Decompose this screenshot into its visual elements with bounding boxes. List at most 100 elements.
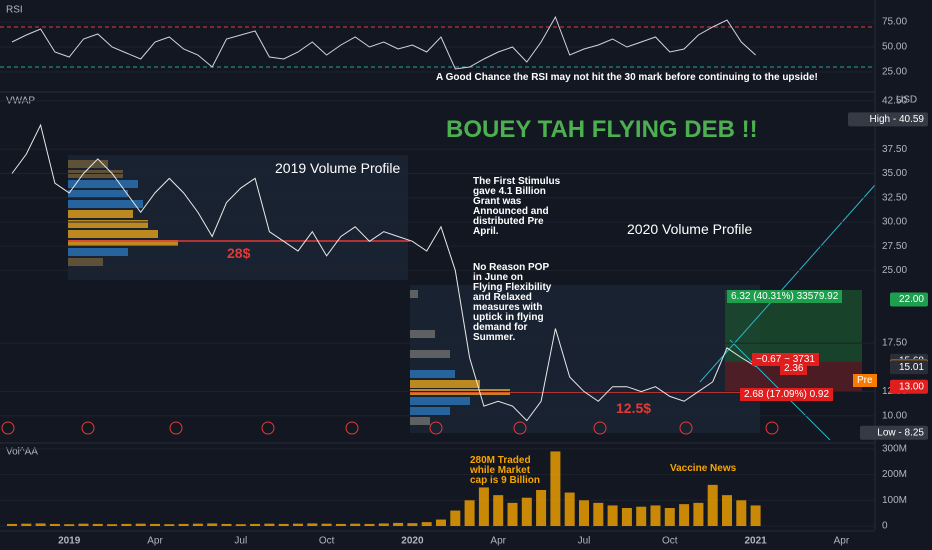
volume-bar xyxy=(307,523,318,526)
volume-bar xyxy=(221,523,232,526)
y-tick-label: 35.00 xyxy=(882,168,907,179)
volume-bar xyxy=(393,522,404,526)
x-tick-label: Jul xyxy=(578,536,591,547)
x-tick-label: 2021 xyxy=(744,536,767,547)
volume-bar xyxy=(150,523,160,526)
volume-bar xyxy=(78,523,89,526)
volume-bar xyxy=(693,502,704,526)
volume-bar xyxy=(335,523,346,526)
volume-bar xyxy=(550,451,561,526)
volume-bar xyxy=(364,523,375,526)
profile-2020-area xyxy=(410,285,760,433)
price-marker xyxy=(848,112,928,127)
volume-bar xyxy=(478,487,489,526)
volume-bar xyxy=(250,523,261,526)
volume-bar xyxy=(21,523,32,526)
stop-box: 2.68 (17.09%) 0.92 xyxy=(740,388,834,401)
volume-bar xyxy=(736,500,747,526)
x-tick-label: Jul xyxy=(234,536,247,547)
price-marker-label: High - 40.59 xyxy=(870,114,925,125)
y-tick-label: 30.00 xyxy=(882,217,907,228)
earnings-markers xyxy=(1,421,779,435)
volume-bar xyxy=(49,523,60,526)
y-tick-label: 0 xyxy=(882,521,888,532)
pop-note: No Reason POP in June on Flying Flexibil… xyxy=(473,262,552,343)
y-tick-label: 25.00 xyxy=(882,67,907,78)
ratio-box: 2.36 xyxy=(780,362,808,375)
volume-bar xyxy=(407,523,418,526)
volume-bar xyxy=(192,523,203,526)
price-marker xyxy=(860,425,928,440)
headline: BOUEY TAH FLYING DEB !! xyxy=(446,116,758,143)
y-tick-label: 17.50 xyxy=(882,338,907,349)
y-tick-label: 37.50 xyxy=(882,144,907,155)
stimulus-note: The First Stimulus gave 4.1 Billion Gran… xyxy=(473,176,561,237)
target-box: 6.32 (40.31%) 33579.92 xyxy=(727,290,843,303)
panel-title: Vol^AA xyxy=(6,447,38,458)
x-tick-label: Apr xyxy=(834,536,850,547)
vaccine-note: Vaccine News xyxy=(670,463,737,474)
volume-bar xyxy=(64,524,75,526)
volume-bar xyxy=(593,502,604,526)
volume-bar xyxy=(121,523,132,526)
volume-bar xyxy=(350,523,361,526)
volume-bar xyxy=(607,505,618,526)
price-line xyxy=(11,15,756,70)
volume-bar xyxy=(722,495,732,526)
volume-bar xyxy=(178,523,189,526)
volume-bar xyxy=(521,497,532,526)
volume-bar xyxy=(278,523,289,526)
volume-bar xyxy=(421,522,432,526)
y-tick-label: 50.00 xyxy=(882,42,907,53)
volume-bar xyxy=(436,519,446,526)
volume-bar xyxy=(750,505,761,526)
rsi-note: A Good Chance the RSI may not hit the 30… xyxy=(436,72,818,83)
x-tick-label: Apr xyxy=(147,536,163,547)
volume-bar xyxy=(636,506,647,526)
x-tick-label: Oct xyxy=(319,536,335,547)
volume-bar xyxy=(35,523,46,526)
y-tick-label: 27.50 xyxy=(882,241,907,252)
x-tick-label: 2019 xyxy=(58,536,81,547)
price-marker xyxy=(890,360,928,375)
volume-bar xyxy=(235,524,246,526)
profile-label: 2019 Volume Profile xyxy=(275,160,401,176)
volume-bar xyxy=(7,523,17,526)
volume-bar xyxy=(378,523,389,526)
volume-bar xyxy=(92,523,103,526)
x-tick-label: Oct xyxy=(662,536,678,547)
volume-bar xyxy=(564,492,575,526)
y-tick-label: 10.00 xyxy=(882,410,907,421)
volume-bar xyxy=(207,523,218,526)
volume-bar xyxy=(650,505,661,526)
y-tick-label: 300M xyxy=(882,443,907,454)
volume-bar xyxy=(679,504,690,526)
price-marker-label: 15.01 xyxy=(899,362,924,373)
volume-bar xyxy=(450,510,461,526)
y-tick-label: 25.00 xyxy=(882,265,907,276)
volume-bar xyxy=(107,524,118,526)
panel-title: RSI xyxy=(6,5,23,16)
profile-2019-bars xyxy=(68,160,178,266)
traded-note: 280M Traded while Market cap is 9 Billio… xyxy=(470,455,541,486)
volume-bar xyxy=(164,524,175,526)
currency: USD xyxy=(896,95,917,106)
y-tick-label: 75.00 xyxy=(882,17,907,28)
y-tick-label: 100M xyxy=(882,495,907,506)
price-marker xyxy=(890,379,928,394)
price-line xyxy=(11,123,756,422)
volume-bar xyxy=(464,500,475,526)
volume-bar xyxy=(135,523,146,526)
pre-tag: Pre xyxy=(853,374,877,387)
price-marker-label: 13.00 xyxy=(899,381,924,392)
volume-bar xyxy=(321,523,332,526)
volume-bar xyxy=(264,523,275,526)
price-marker xyxy=(890,292,928,307)
volume-bar xyxy=(707,484,718,526)
price-marker-label: Low - 8.25 xyxy=(877,427,924,438)
volume-bar xyxy=(536,490,547,526)
volume-bar xyxy=(293,523,303,526)
x-tick-label: Apr xyxy=(490,536,506,547)
y-tick-label: 200M xyxy=(882,469,907,480)
